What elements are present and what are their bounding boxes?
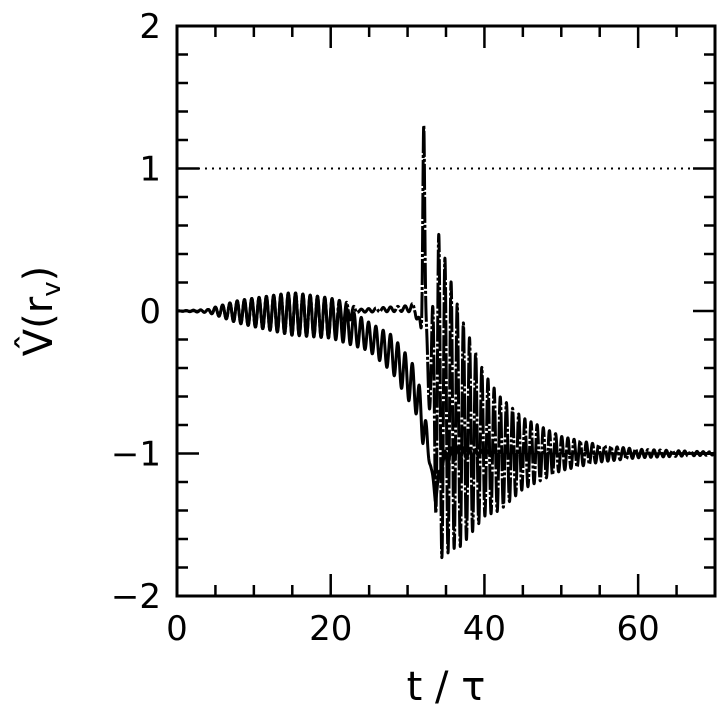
- y-tick-label: −1: [111, 435, 161, 475]
- y-label-subscript: v: [37, 281, 67, 296]
- x-axis-label: t / τ: [407, 664, 486, 710]
- data-lines: [175, 123, 717, 560]
- x-tick-label: 20: [309, 609, 352, 649]
- y-axis-label: V̂(rv): [14, 266, 67, 356]
- plot-frame: [175, 24, 717, 598]
- y-label-close: ): [16, 266, 62, 282]
- x-tick-label: 40: [463, 609, 506, 649]
- x-tick-label: 0: [166, 609, 188, 649]
- x-tick-label: 60: [617, 609, 660, 649]
- y-label-main: V̂(r: [14, 296, 62, 356]
- y-tick-label: 2: [139, 7, 161, 47]
- y-tick-label: 1: [139, 150, 161, 190]
- y-tick-label: −2: [111, 577, 161, 617]
- tick-labels: 0 20 40 60 −2 −1 0 1 2: [111, 7, 660, 649]
- series-dash-dot: [175, 123, 717, 560]
- y-tick-label: 0: [139, 292, 161, 332]
